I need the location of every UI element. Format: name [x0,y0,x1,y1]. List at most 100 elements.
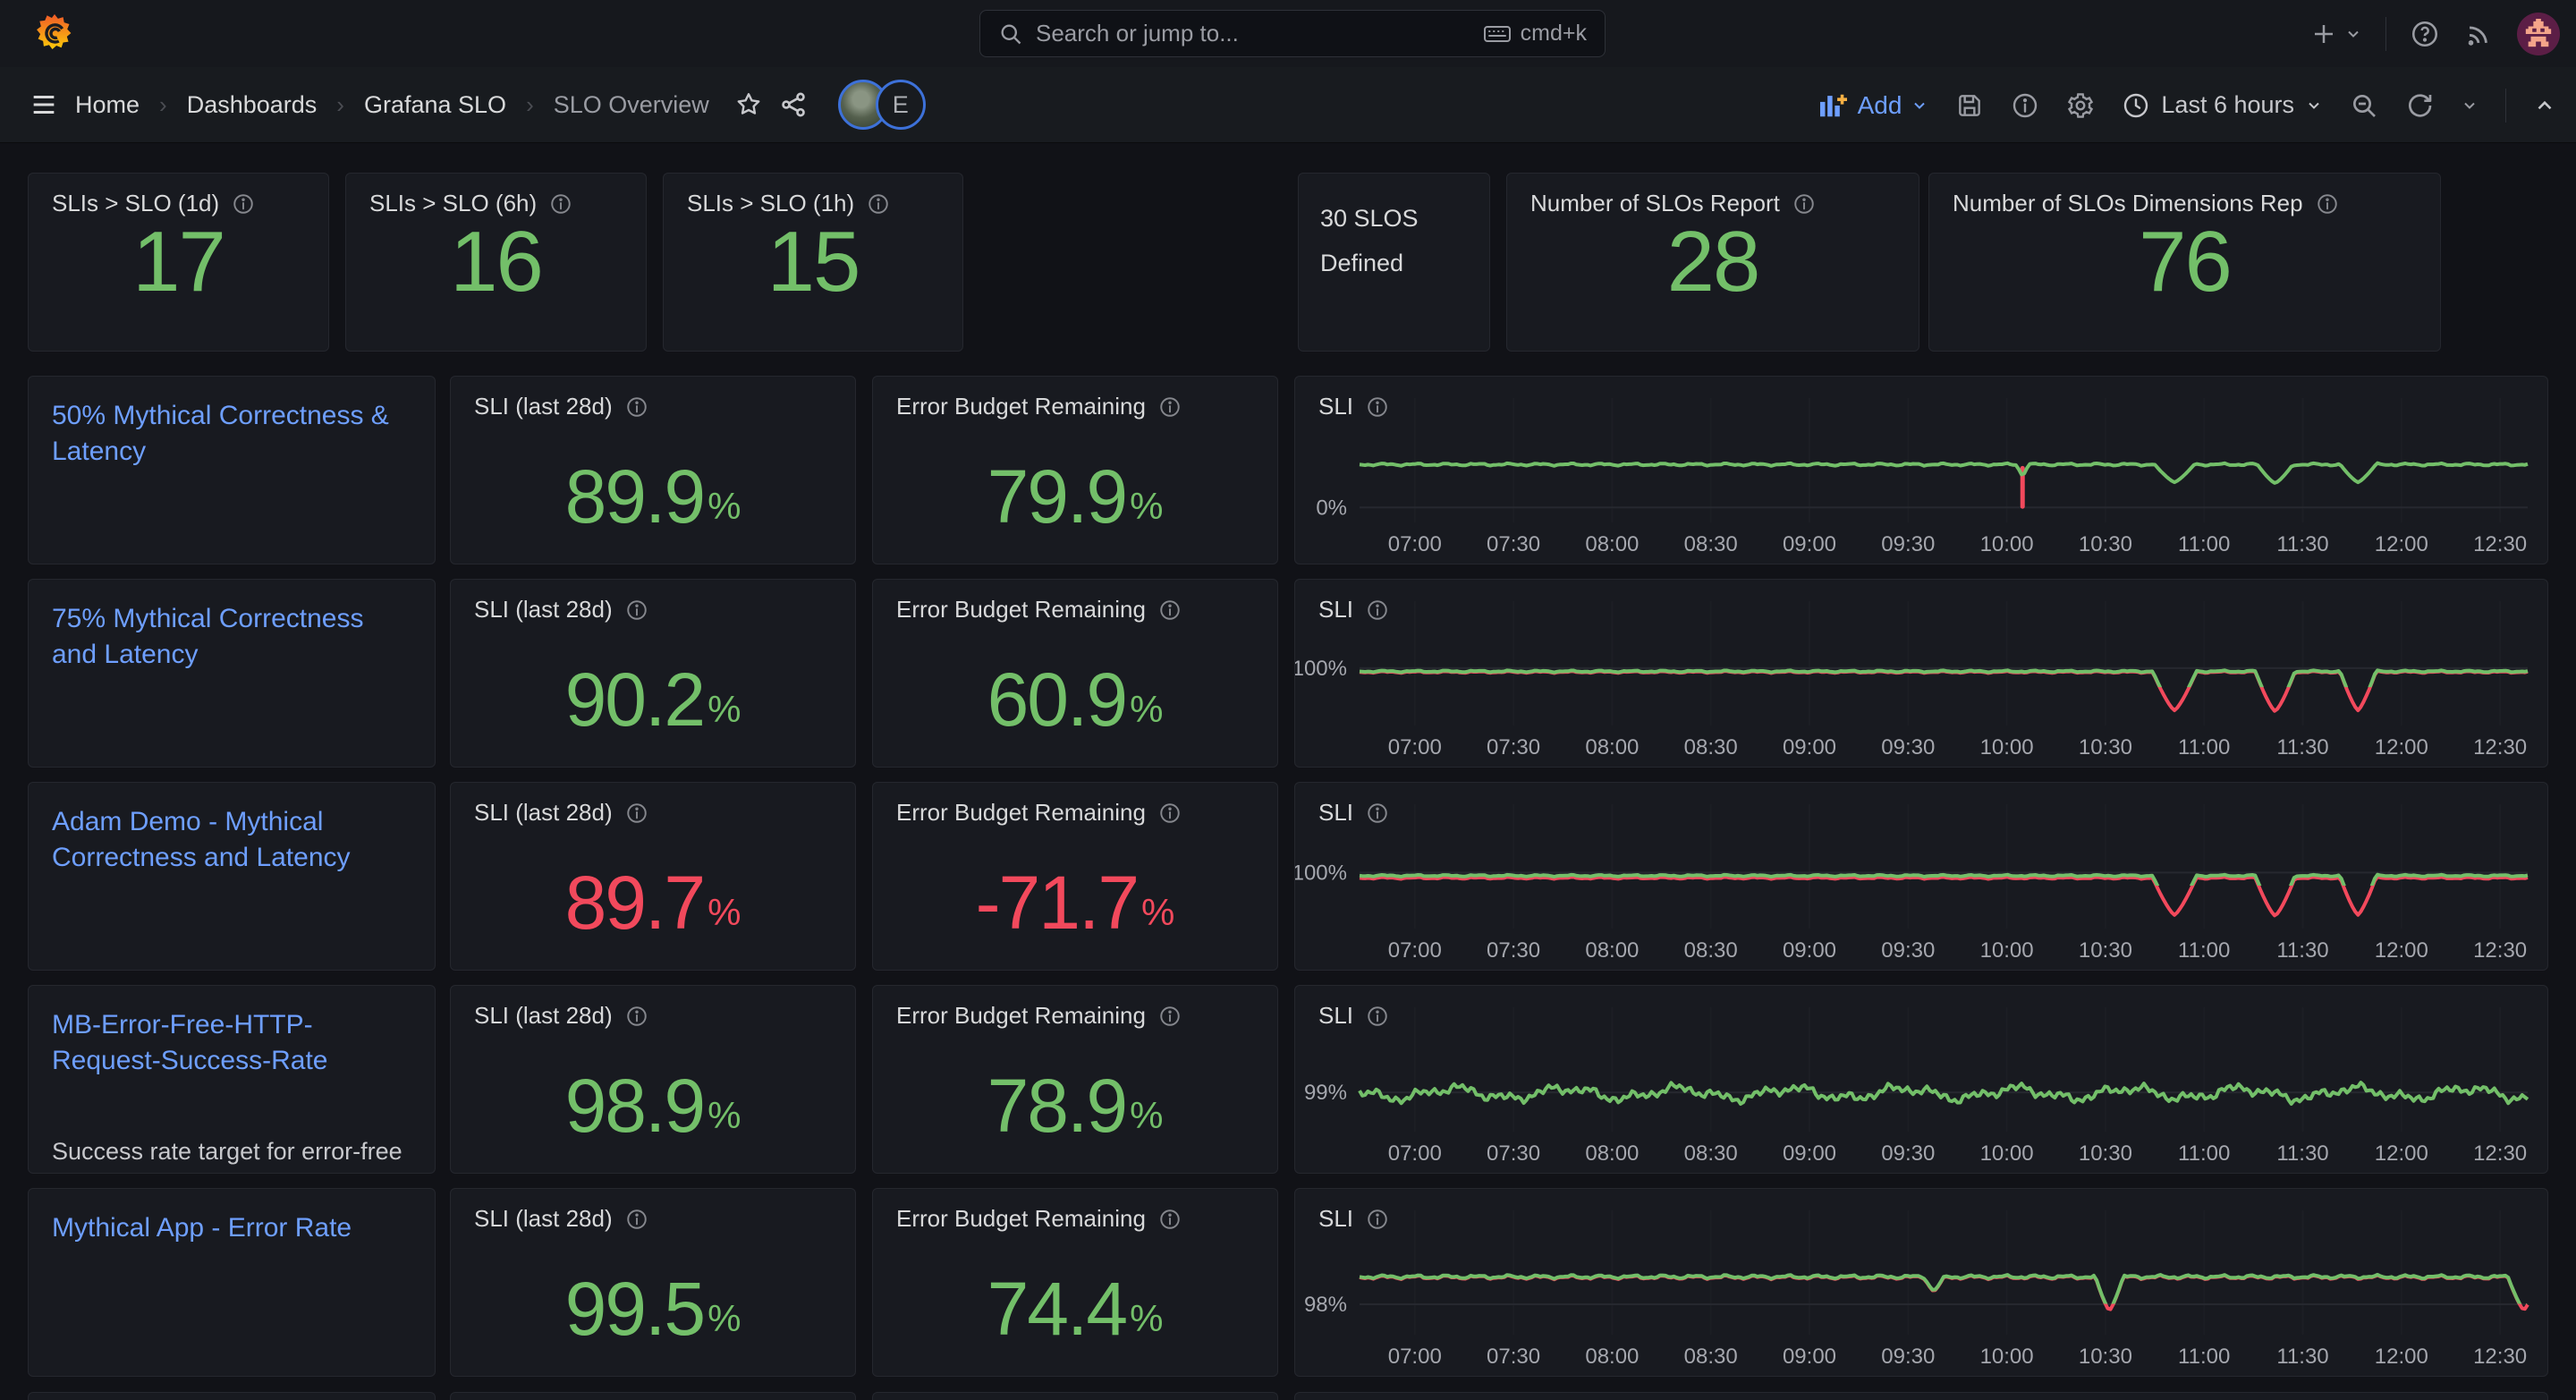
help-button[interactable] [2410,19,2440,49]
panel-title: SLI (last 28d) [474,1205,613,1232]
percent-unit: % [1130,1093,1164,1136]
panel-title: Error Budget Remaining [896,799,1146,826]
menu-icon[interactable] [29,89,59,120]
sli-timeseries-chart[interactable]: 07:00 07:30 08:00 08:30 09:00 09:30 10:00 10:30… [1295,580,2547,767]
svg-text:08:00: 08:00 [1585,1141,1639,1166]
add-panel-button[interactable]: Add [1818,91,1929,120]
slos-defined-text: 30 SLOS Defined [1320,205,1419,276]
stat-value: 76 [2139,214,2233,310]
panel-title: SLI [1318,1205,1354,1232]
partial-panel-top [872,1392,1278,1400]
panel-title: SLI (last 28d) [474,596,613,623]
sli-value: 99.5 [564,1267,706,1351]
rss-icon [2468,25,2487,46]
info-icon[interactable] [1366,1208,1389,1231]
svg-text:09:00: 09:00 [1783,938,1836,963]
share-icon [781,92,805,117]
breadcrumb-dashboards[interactable]: Dashboards [186,90,318,118]
svg-text:10:30: 10:30 [2079,938,2132,963]
refresh-interval-dropdown[interactable] [2461,97,2479,115]
info-icon[interactable] [2316,192,2339,216]
search-input[interactable]: Search or jump to... cmd+k [979,10,1606,57]
viewer-avatar-initial[interactable]: E [875,80,926,130]
panel-title: Error Budget Remaining [896,1205,1146,1232]
slo-link[interactable]: MB-Error-Free-HTTP-Request-Success-Rate [52,1010,328,1076]
info-icon[interactable] [625,802,648,825]
info-icon[interactable] [232,192,255,216]
info-icon[interactable] [625,395,648,419]
slo-link[interactable]: 75% Mythical Correctness and Latency [52,604,364,670]
svg-text:12:00: 12:00 [2375,735,2428,759]
info-icon[interactable] [867,192,890,216]
sli-stat-panel: SLI (last 28d) 90.2% [450,579,856,768]
info-icon[interactable] [625,1005,648,1028]
info-icon[interactable] [625,1208,648,1231]
info-icon[interactable] [1366,598,1389,622]
breadcrumb-current-page: SLO Overview [553,90,709,118]
sli-stat-panel: SLI (last 28d) 89.9% [450,376,856,564]
search-icon [998,21,1023,47]
collapse-toolbar-button[interactable] [2533,94,2556,117]
user-avatar[interactable] [2517,12,2560,55]
info-icon[interactable] [1792,192,1816,216]
info-icon[interactable] [1366,802,1389,825]
sli-timeseries-chart[interactable]: 07:00 07:30 08:00 08:30 09:00 09:30 10:00 10:30… [1295,1189,2547,1376]
sli-value: 90.2 [564,658,706,742]
svg-text:08:00: 08:00 [1585,735,1639,759]
sli-timeseries-chart[interactable]: 07:00 07:30 08:00 08:30 09:00 09:30 10:00 10:30… [1295,783,2547,970]
percent-unit: % [1130,687,1164,730]
svg-text:10:30: 10:30 [2079,532,2132,556]
sli-value: 89.9 [564,454,706,539]
percent-unit: % [1130,1296,1164,1339]
percent-unit: % [708,1296,741,1339]
stat-panel-slis-slo-1h: SLIs > SLO (1h) 15 [663,173,963,352]
error-budget-value: -71.7 [975,861,1140,945]
error-budget-panel: Error Budget Remaining 79.9% [872,376,1278,564]
sli-timeseries-chart[interactable]: 07:00 07:30 08:00 08:30 09:00 09:30 10:00 10:30… [1295,986,2547,1173]
panel-title: SLIs > SLO (6h) [369,190,538,216]
dashboard-insights-button[interactable] [2011,91,2039,120]
info-icon[interactable] [549,192,572,216]
slo-link[interactable]: 50% Mythical Correctness & Latency [52,401,389,467]
error-budget-value: 60.9 [987,658,1128,742]
info-icon[interactable] [1366,395,1389,419]
refresh-button[interactable] [2405,91,2434,120]
info-icon[interactable] [1158,598,1182,622]
error-budget-value: 79.9 [987,454,1128,539]
sli-timeseries-chart[interactable]: 07:00 07:30 08:00 08:30 09:00 09:30 10:00 10:30… [1295,377,2547,564]
info-icon[interactable] [1366,1005,1389,1028]
favorite-star-button[interactable] [734,90,763,119]
new-item-button[interactable] [2310,21,2362,47]
breadcrumb-home[interactable]: Home [75,90,140,118]
percent-unit: % [708,1093,741,1136]
time-range-picker[interactable]: Last 6 hours [2122,91,2323,120]
divider [2385,16,2386,51]
pixel-robot-avatar [2525,18,2552,47]
svg-text:07:00: 07:00 [1388,938,1442,963]
sli-stat-panel: SLI (last 28d) 99.5% [450,1188,856,1377]
svg-text:11:30: 11:30 [2276,735,2328,759]
news-rss-button[interactable] [2463,19,2494,49]
info-icon[interactable] [625,598,648,622]
panel-title: Number of SLOs Report [1530,190,1780,216]
save-dashboard-button[interactable] [1955,91,1984,120]
search-placeholder: Search or jump to... [1036,20,1239,47]
zoom-out-time-button[interactable] [2350,91,2378,120]
slo-link[interactable]: Mythical App - Error Rate [52,1213,352,1243]
dashboard-settings-button[interactable] [2066,91,2095,120]
info-icon[interactable] [1158,395,1182,419]
svg-text:08:30: 08:30 [1684,735,1738,759]
slo-link[interactable]: Adam Demo - Mythical Correctness and Lat… [52,807,351,873]
breadcrumb-grafana-slo[interactable]: Grafana SLO [363,90,507,118]
info-icon[interactable] [1158,1005,1182,1028]
info-icon[interactable] [1158,1208,1182,1231]
grafana-logo[interactable] [34,13,75,54]
percent-unit: % [1130,484,1164,527]
svg-text:08:00: 08:00 [1585,1345,1639,1369]
share-button[interactable] [779,90,808,119]
panel-title: SLI (last 28d) [474,393,613,420]
partial-panel-top [450,1392,856,1400]
panel-title: Error Budget Remaining [896,596,1146,623]
svg-text:12:30: 12:30 [2473,938,2527,963]
info-icon[interactable] [1158,802,1182,825]
